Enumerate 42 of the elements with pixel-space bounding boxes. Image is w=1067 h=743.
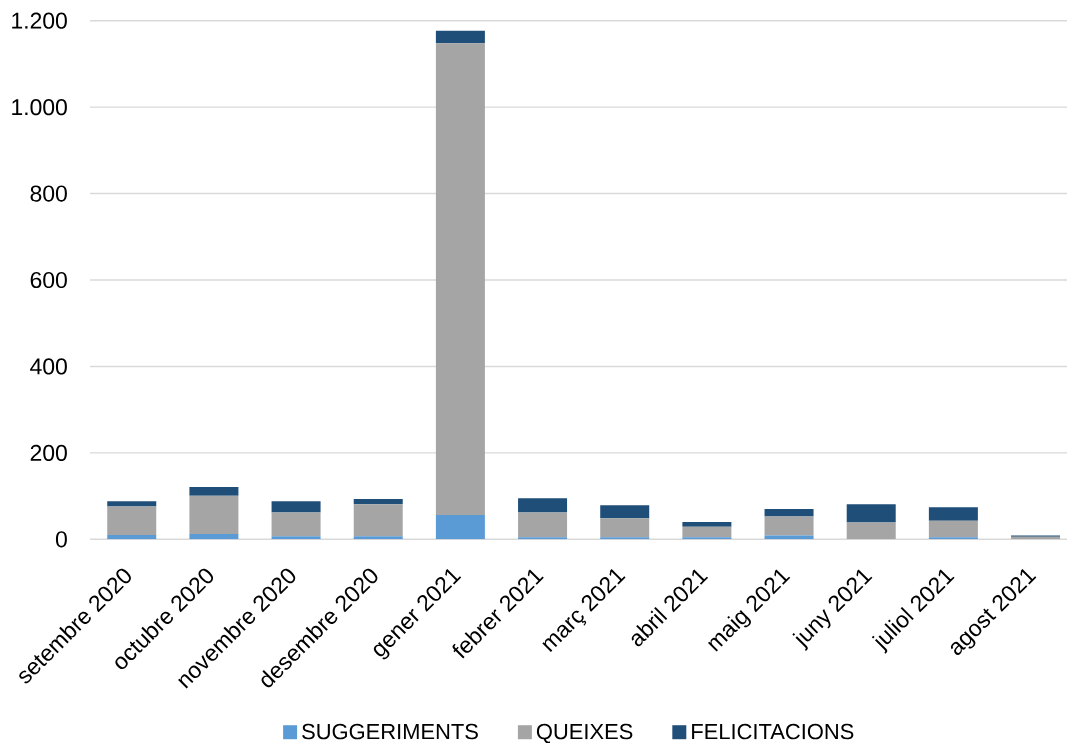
bar	[107, 534, 157, 540]
bar	[435, 515, 485, 540]
legend-label: SUGGERIMENTS	[302, 723, 478, 740]
y-tick-label: 600	[30, 271, 67, 289]
y-tick-label: 1.000	[12, 99, 67, 116]
bar	[189, 495, 239, 535]
bar	[353, 536, 403, 540]
bar	[600, 505, 650, 519]
bar	[518, 498, 568, 513]
bar	[189, 534, 239, 540]
y-tick-label: 1.200	[12, 12, 67, 29]
bar	[682, 526, 732, 538]
bar	[107, 501, 157, 507]
legend-label: QUEIXES	[536, 723, 633, 743]
bar	[353, 504, 403, 537]
bar	[600, 537, 650, 540]
bar	[271, 536, 321, 540]
bar	[846, 522, 896, 540]
bar	[435, 30, 485, 44]
bar	[764, 509, 814, 517]
bar	[928, 537, 978, 540]
bar	[107, 506, 157, 535]
bar	[600, 518, 650, 538]
bar	[764, 535, 814, 540]
legend-label: FELICITACIONS	[692, 723, 854, 740]
bar	[353, 499, 403, 505]
bar	[271, 512, 321, 537]
bar	[682, 537, 732, 540]
y-tick-label: 400	[30, 358, 67, 375]
y-tick-label: 200	[30, 444, 67, 461]
y-tick-label: 0	[55, 531, 67, 548]
y-tick-label: 800	[30, 185, 67, 202]
bar	[846, 504, 896, 523]
bar	[435, 43, 485, 516]
bar	[928, 520, 978, 538]
bar	[189, 487, 239, 496]
bar	[682, 522, 732, 527]
bar	[271, 501, 321, 513]
bar	[518, 512, 568, 538]
bar	[928, 507, 978, 521]
bar	[518, 537, 568, 540]
bar	[764, 516, 814, 536]
